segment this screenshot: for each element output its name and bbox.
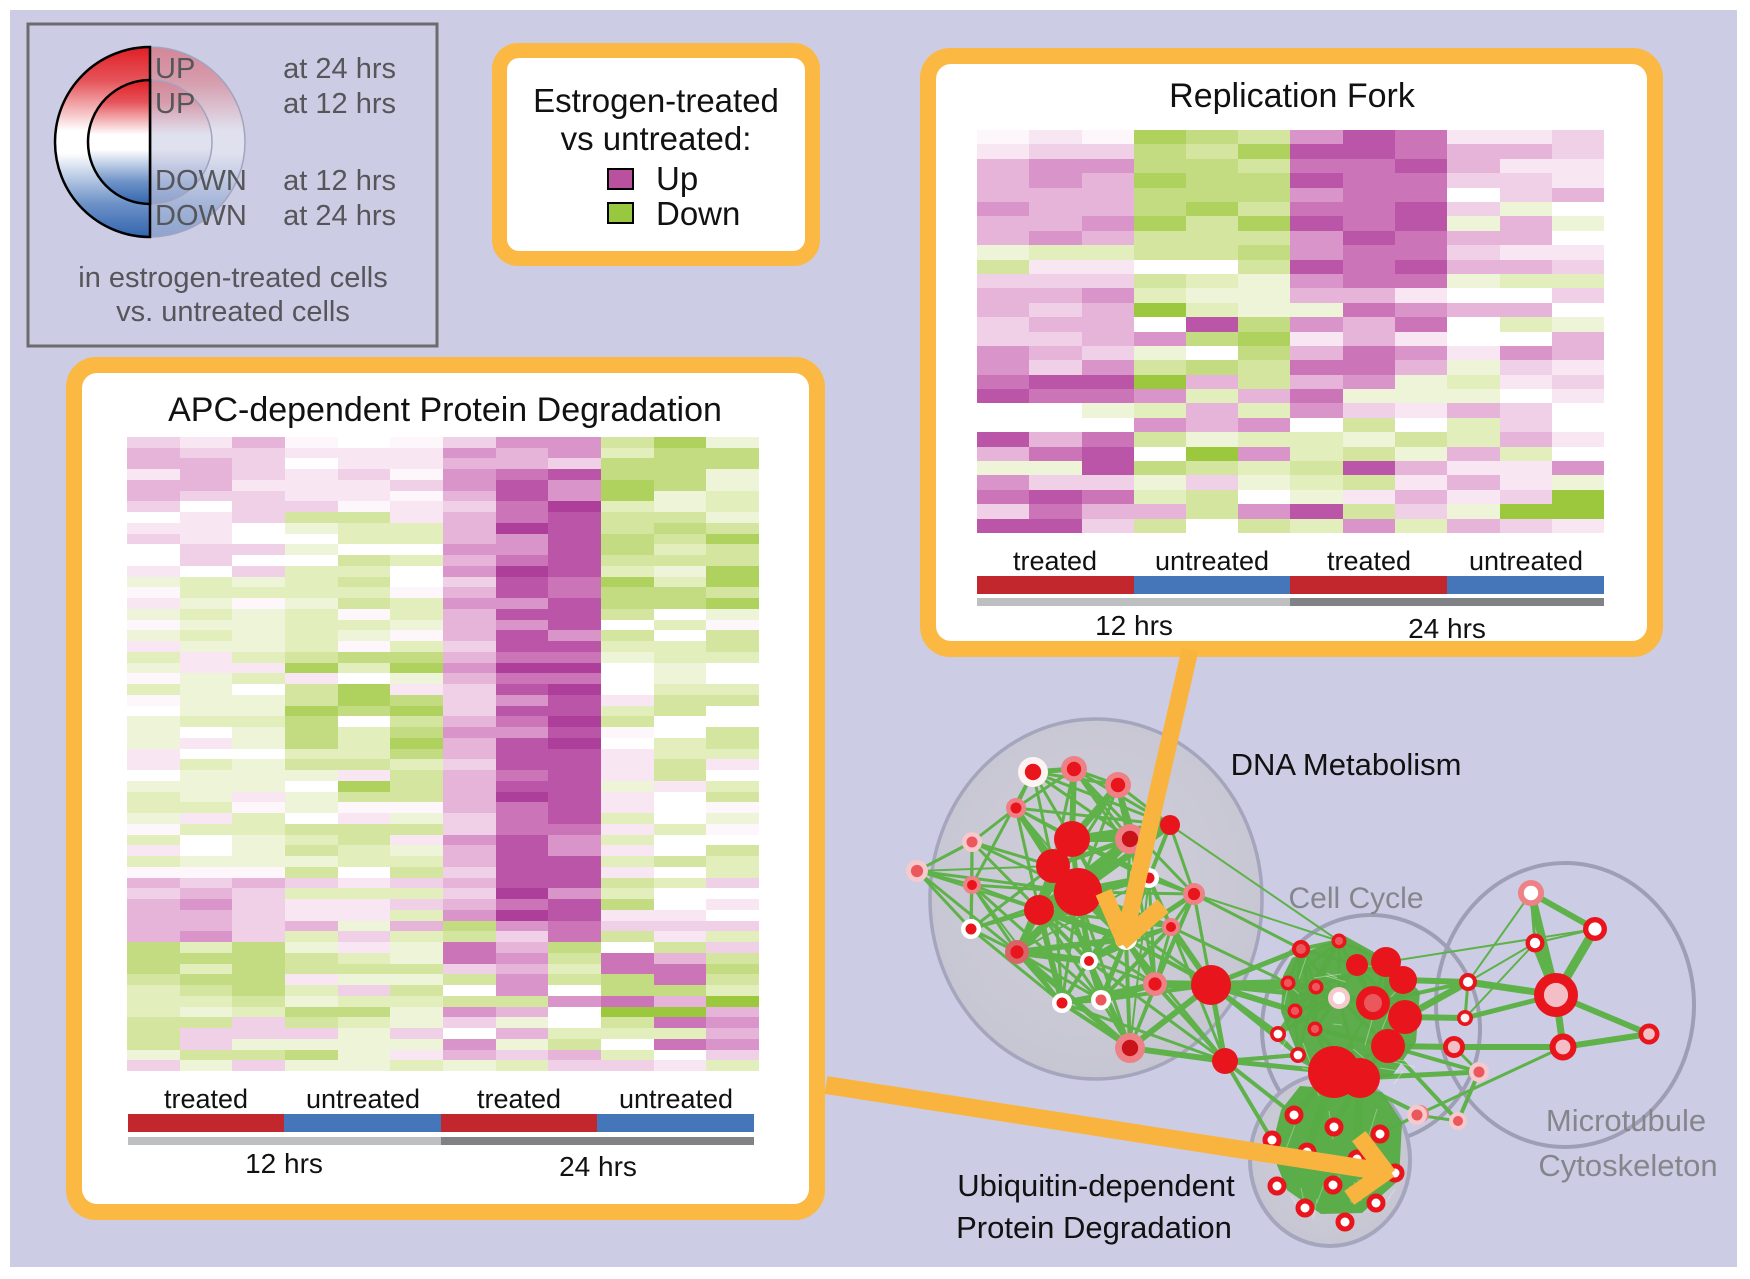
- svg-text:at 12 hrs: at 12 hrs: [283, 165, 396, 197]
- svg-text:at 24 hrs: at 24 hrs: [283, 53, 396, 85]
- svg-text:in estrogen-treated cells: in estrogen-treated cells: [78, 262, 388, 294]
- svg-text:Ubiquitin-dependent: Ubiquitin-dependent: [957, 1168, 1235, 1203]
- svg-text:24 hrs: 24 hrs: [559, 1151, 637, 1182]
- svg-text:Down: Down: [656, 195, 740, 232]
- svg-text:vs untreated:: vs untreated:: [561, 120, 752, 157]
- svg-text:untreated: untreated: [619, 1084, 733, 1114]
- svg-text:24 hrs: 24 hrs: [1408, 613, 1486, 644]
- svg-text:treated: treated: [1013, 546, 1097, 576]
- svg-text:at 24 hrs: at 24 hrs: [283, 200, 396, 232]
- svg-text:Protein Degradation: Protein Degradation: [956, 1210, 1232, 1245]
- svg-text:12 hrs: 12 hrs: [1095, 610, 1173, 641]
- svg-text:treated: treated: [1327, 546, 1411, 576]
- svg-text:Replication Fork: Replication Fork: [1169, 77, 1416, 115]
- svg-text:untreated: untreated: [1155, 546, 1269, 576]
- svg-text:DOWN: DOWN: [155, 200, 247, 232]
- svg-text:Cell Cycle: Cell Cycle: [1288, 882, 1423, 915]
- svg-text:vs. untreated cells: vs. untreated cells: [116, 296, 350, 328]
- svg-text:Up: Up: [656, 160, 698, 197]
- svg-text:APC-dependent Protein Degradat: APC-dependent Protein Degradation: [168, 391, 722, 429]
- svg-text:treated: treated: [164, 1084, 248, 1114]
- svg-text:Cytoskeleton: Cytoskeleton: [1538, 1148, 1717, 1183]
- svg-text:Microtubule: Microtubule: [1546, 1103, 1706, 1138]
- svg-text:untreated: untreated: [306, 1084, 420, 1114]
- svg-text:at 12 hrs: at 12 hrs: [283, 88, 396, 120]
- svg-text:DNA Metabolism: DNA Metabolism: [1231, 747, 1462, 782]
- svg-text:UP: UP: [155, 53, 195, 85]
- svg-text:UP: UP: [155, 88, 195, 120]
- svg-text:Estrogen-treated: Estrogen-treated: [533, 82, 779, 119]
- svg-text:untreated: untreated: [1469, 546, 1583, 576]
- svg-text:DOWN: DOWN: [155, 165, 247, 197]
- svg-text:12 hrs: 12 hrs: [245, 1148, 323, 1179]
- svg-text:treated: treated: [477, 1084, 561, 1114]
